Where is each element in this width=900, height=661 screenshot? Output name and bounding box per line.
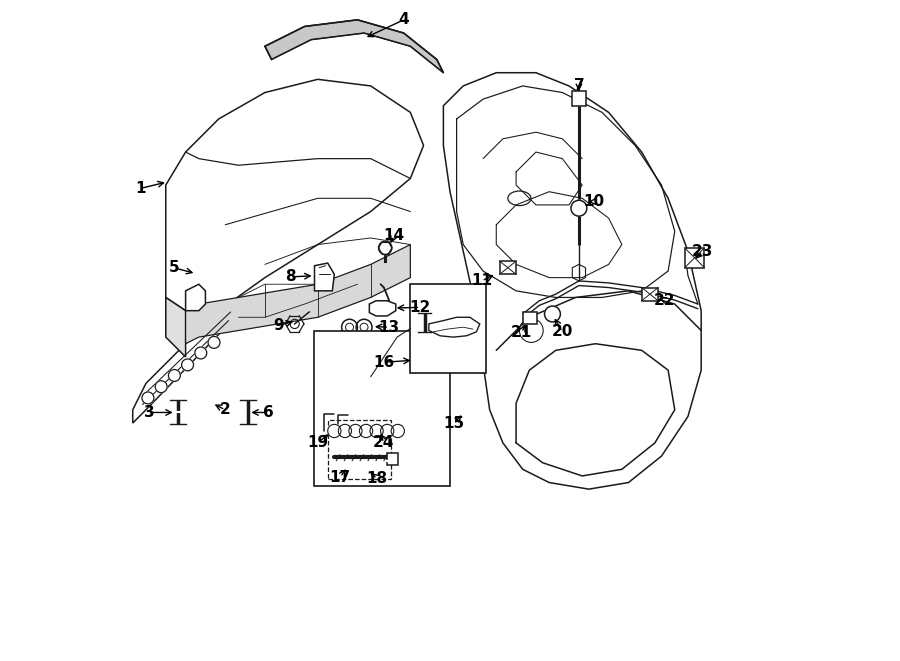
Polygon shape [642,288,658,301]
Polygon shape [685,248,705,268]
Circle shape [381,424,394,438]
Text: 15: 15 [444,416,464,430]
Polygon shape [265,20,444,73]
Polygon shape [523,312,537,324]
Text: 13: 13 [379,320,400,334]
Polygon shape [444,73,701,489]
Polygon shape [314,263,334,291]
Circle shape [182,359,194,371]
Text: 17: 17 [329,470,351,485]
Text: 12: 12 [410,300,431,315]
Text: 18: 18 [366,471,388,486]
Text: 16: 16 [374,355,394,369]
Circle shape [357,407,397,446]
Polygon shape [185,284,205,311]
Circle shape [392,424,404,438]
Circle shape [379,241,392,254]
Polygon shape [387,453,399,465]
Circle shape [155,381,167,393]
Text: 11: 11 [472,274,492,288]
Text: 6: 6 [263,405,274,420]
Circle shape [342,319,357,335]
Text: 7: 7 [573,79,584,93]
Text: 10: 10 [583,194,605,209]
Circle shape [208,336,220,348]
Text: 22: 22 [654,293,676,307]
Circle shape [142,392,154,404]
Polygon shape [428,317,480,337]
Bar [410,284,486,373]
Text: 19: 19 [307,436,328,450]
Circle shape [328,424,341,438]
Bar [572,91,586,106]
Text: 23: 23 [692,244,713,258]
Circle shape [544,306,561,322]
Circle shape [370,424,383,438]
Circle shape [168,369,180,381]
Circle shape [356,319,372,335]
Circle shape [338,424,352,438]
Text: 8: 8 [284,270,295,284]
Polygon shape [369,301,396,316]
Circle shape [195,347,207,359]
Text: 14: 14 [383,229,404,243]
Text: 1: 1 [135,181,146,196]
Circle shape [359,424,373,438]
Polygon shape [166,297,185,357]
Circle shape [571,200,587,216]
Text: 4: 4 [399,13,409,27]
Polygon shape [500,261,516,274]
Polygon shape [132,304,235,423]
Text: 24: 24 [374,436,394,450]
Text: 5: 5 [168,260,179,275]
Text: 21: 21 [511,325,532,340]
Bar [328,420,391,479]
Bar [314,330,450,486]
Polygon shape [185,245,410,344]
Text: 3: 3 [144,405,155,420]
Circle shape [349,424,362,438]
Polygon shape [166,79,424,311]
Text: 9: 9 [273,318,284,332]
Text: 20: 20 [552,325,573,339]
Text: 2: 2 [220,403,230,417]
